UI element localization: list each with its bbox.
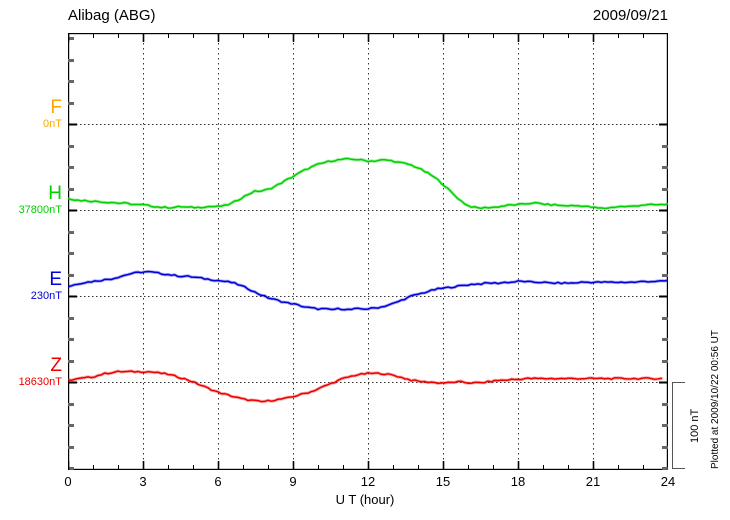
trace-halo-z xyxy=(68,369,663,404)
component-value-z: 18630nT xyxy=(18,376,62,388)
component-letter-h: H xyxy=(48,183,62,204)
x-tick-label: 24 xyxy=(660,474,676,489)
component-value-f: 0nT xyxy=(43,118,62,130)
page-title: Alibag (ABG) xyxy=(68,7,156,24)
trace-h xyxy=(68,157,668,210)
component-label-e: E 230nT xyxy=(0,270,62,302)
x-tick-label: 18 xyxy=(510,474,526,489)
trace-e xyxy=(68,270,668,311)
component-letter-f: F xyxy=(50,97,62,118)
x-tick-label: 21 xyxy=(585,474,601,489)
scale-bar-label: 100 nT xyxy=(689,408,701,443)
observation-date: 2009/09/21 xyxy=(592,7,668,24)
component-letter-e: E xyxy=(49,269,62,290)
x-tick-label: 6 xyxy=(214,474,222,489)
plot-area xyxy=(68,33,668,470)
x-tick-label: 9 xyxy=(289,474,297,489)
scale-bar xyxy=(672,382,690,469)
plotted-timestamp: Plotted at 2009/10/22 00:56 UT xyxy=(710,330,721,469)
component-label-z: Z 18630nT xyxy=(0,356,62,388)
component-label-f: F 0nT xyxy=(0,98,62,130)
x-axis-title: U T (hour) xyxy=(335,492,395,507)
component-value-e: 230nT xyxy=(30,290,62,302)
component-label-h: H 37800nT xyxy=(0,184,62,216)
component-value-h: 37800nT xyxy=(18,204,62,216)
x-tick-label: 0 xyxy=(64,474,72,489)
magnetogram-svg xyxy=(68,33,668,470)
component-letter-z: Z xyxy=(50,355,62,376)
x-tick-label: 3 xyxy=(139,474,147,489)
x-tick-label: 12 xyxy=(360,474,376,489)
trace-z xyxy=(68,370,663,403)
x-tick-label: 15 xyxy=(435,474,451,489)
